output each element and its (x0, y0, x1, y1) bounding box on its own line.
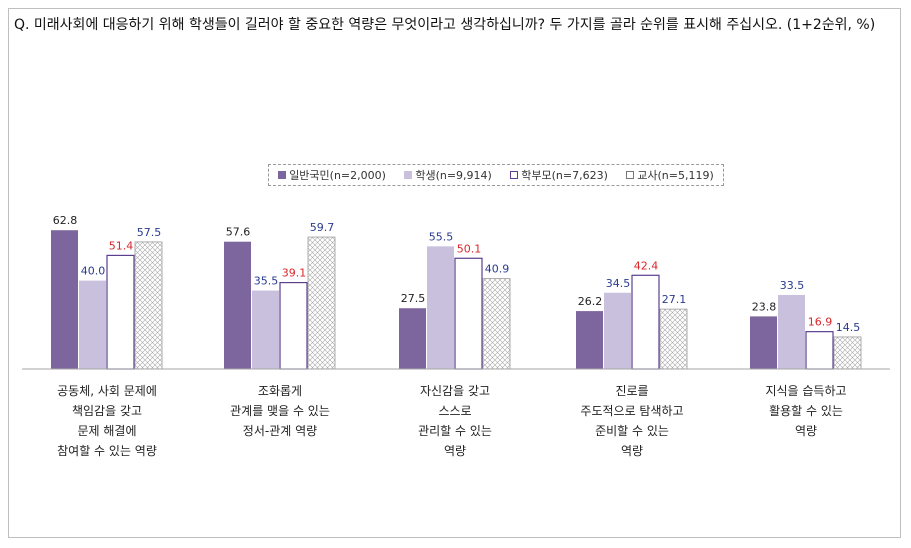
question-text: Q. 미래사회에 대응하기 위해 학생들이 길러야 할 중요한 역량은 무엇이라… (14, 17, 876, 33)
category-label-line: 스스로 (438, 404, 472, 418)
category-label-line: 책임감을 갖고 (71, 404, 143, 418)
category-label-line: 역량 (794, 424, 818, 438)
bar-general-public-3 (399, 308, 426, 369)
legend-item-teachers: 교사(n=5,119) (626, 167, 714, 183)
legend-label-general-public: 일반국민(n=2,000) (289, 169, 386, 182)
legend-label-students: 학생(n=9,914) (415, 169, 492, 182)
value-labels-layer: 62.8 40.051.457.5 57.6 35.539.1 59.7 27.5 55.5… (53, 214, 861, 334)
category-label-line: 자신감을 갖고 (419, 384, 491, 398)
value-label-students-2: 35.5 (254, 275, 279, 288)
bar-students-1 (79, 280, 106, 369)
category-label-line: 역량 (620, 444, 644, 458)
category-label-line: 관계를 맺을 수 있는 (230, 404, 330, 418)
value-label-students-5: 33.5 (780, 279, 805, 292)
legend-swatch-general-public (278, 171, 287, 179)
value-label-students-1: 40.0 (81, 265, 106, 278)
value-label-teachers-3: 40.9 (485, 263, 510, 276)
bar-general-public-5 (750, 316, 777, 369)
bar-parents-5 (805, 331, 834, 370)
value-label-students-3: 55.5 (429, 230, 454, 243)
value-label-parents-5: 16.9 (808, 316, 833, 329)
legend-item-students: 학생(n=9,914) (404, 167, 492, 183)
bar-parents-4 (631, 274, 660, 370)
bar-teachers-2 (307, 236, 336, 370)
category-label-line: 관리할 수 있는 (418, 424, 492, 438)
value-label-parents-3: 50.1 (457, 242, 482, 255)
value-label-parents-2: 39.1 (282, 267, 307, 280)
bar-general-public-1 (51, 230, 78, 369)
legend-label-teachers: 교사(n=5,119) (637, 169, 714, 182)
bar-general-public-2 (224, 241, 251, 369)
category-label-line: 준비할 수 있는 (595, 424, 669, 438)
bar-students-5 (778, 294, 805, 369)
legend-swatch-parents (510, 171, 519, 179)
value-label-general-public-3: 27.5 (401, 292, 426, 305)
value-label-students-4: 34.5 (606, 277, 631, 290)
legend-swatch-students (404, 171, 413, 179)
bar-students-3 (427, 246, 454, 369)
category-label-line: 정서-관계 역량 (242, 424, 318, 438)
bar-teachers-4 (659, 308, 688, 370)
category-label-line: 문제 해결에 (77, 424, 137, 438)
bars-layer (51, 230, 862, 370)
legend-item-parents: 학부모(n=7,623) (510, 167, 608, 183)
legend-label-parents: 학부모(n=7,623) (521, 169, 608, 182)
value-label-parents-4: 42.4 (634, 259, 659, 272)
value-label-general-public-1: 62.8 (53, 214, 78, 227)
category-label-line: 지식을 습득하고 (765, 384, 847, 398)
category-label-line: 활용할 수 있는 (769, 404, 843, 418)
category-label-line: 참여할 수 있는 역량 (57, 444, 157, 458)
bar-teachers-3 (482, 278, 511, 370)
value-label-general-public-4: 26.2 (578, 295, 603, 308)
value-label-general-public-5: 23.8 (752, 300, 777, 313)
value-label-teachers-4: 27.1 (662, 293, 687, 306)
bar-general-public-4 (576, 311, 603, 369)
category-label-line: 진로를 (615, 384, 649, 398)
legend-swatch-teachers (626, 171, 635, 179)
value-label-teachers-1: 57.5 (137, 226, 162, 239)
chart-legend: 일반국민(n=2,000) 학생(n=9,914) 학부모(n=7,623) 교… (268, 164, 724, 186)
value-label-general-public-2: 57.6 (226, 226, 251, 239)
bar-parents-3 (454, 257, 483, 370)
bar-students-4 (604, 292, 631, 369)
bar-teachers-1 (134, 241, 163, 370)
value-label-teachers-2: 59.7 (310, 221, 335, 234)
category-label-line: 역량 (443, 444, 467, 458)
legend-item-general-public: 일반국민(n=2,000) (278, 167, 386, 183)
value-label-parents-1: 51.4 (109, 239, 134, 252)
bar-parents-1 (106, 254, 135, 370)
value-label-teachers-5: 14.5 (836, 321, 861, 334)
category-label-line: 공동체, 사회 문제에 (57, 384, 157, 398)
category-label-line: 주도적으로 탐색하고 (580, 404, 684, 418)
bar-parents-2 (279, 281, 308, 370)
category-label-line: 조화롭게 (257, 384, 303, 398)
bar-students-2 (252, 290, 279, 369)
bar-teachers-5 (833, 336, 862, 370)
